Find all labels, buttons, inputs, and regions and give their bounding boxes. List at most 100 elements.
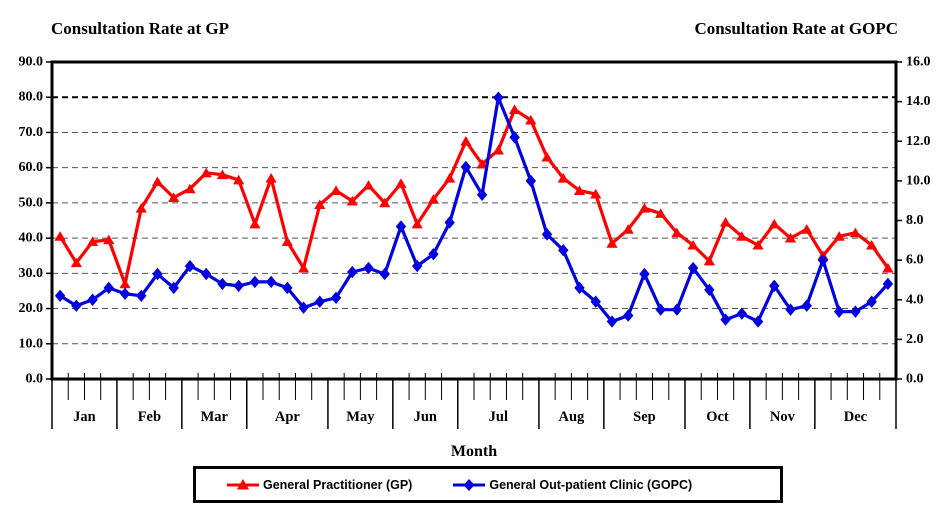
triangle-marker [525,114,537,125]
left-axis-tick-label: 10.0 [19,336,44,351]
diamond-marker [184,259,196,273]
triangle-marker [427,194,440,204]
left-axis-tick-label: 20.0 [19,301,44,316]
triangle-marker [460,136,472,146]
triangle-marker [752,239,764,250]
triangle-marker [86,236,99,247]
diamond-marker [152,267,163,281]
diamond-marker [704,283,715,297]
month-label-feb: Feb [138,409,161,425]
legend-item-gp: General Practitioner (GP) [226,478,412,492]
triangle-marker [135,202,147,213]
diamond-marker [801,299,812,312]
gp-line [58,107,890,286]
diamond-marker [655,303,666,316]
diamond-marker [833,305,845,318]
right-axis-tick-label: 14.0 [906,94,931,109]
legend-label-gopc: General Out-patient Clinic (GOPC) [489,477,693,492]
diamond-marker [476,188,488,201]
right-axis-tick-label: 2.0 [906,332,924,347]
left-axis-tick-label: 40.0 [19,231,44,246]
left-axis-tick-label: 90.0 [19,55,44,70]
right-axis-tick-label: 8.0 [906,213,924,228]
triangle-marker [395,178,407,188]
diamond-marker [882,277,894,291]
right-axis-tick-label: 4.0 [906,292,924,307]
diamond-marker [574,281,585,295]
month-label-sep: Sep [633,409,656,425]
triangle-marker [638,202,651,213]
right-axis-tick-label: 16.0 [906,55,931,70]
triangle-marker [184,183,196,194]
diamond-marker [168,281,179,295]
triangle-marker [476,158,488,169]
triangle-marker [801,224,813,234]
left-axis-tick-label: 0.0 [26,372,44,387]
diamond-marker [590,295,601,308]
triangle-marker [330,185,342,195]
diamond-marker [752,315,764,328]
diamond-marker [541,228,553,241]
triangle-marker [151,176,164,187]
diamond-marker [525,174,537,188]
left-axis-tick-label: 70.0 [19,125,44,140]
legend-label-gp: General Practitioner (GP) [263,477,413,492]
diamond-marker [509,131,520,144]
left-axis-tick-label: 50.0 [19,195,44,210]
diamond-marker [87,293,98,306]
triangle-marker [265,173,277,183]
diamond-marker [54,289,66,302]
month-label-jun: Jun [414,409,437,425]
month-label-dec: Dec [844,409,868,425]
diamond-marker [817,253,829,267]
diamond-marker [493,91,504,104]
diamond-marker [347,265,358,279]
triangle-marker [70,257,82,268]
diamond-marker [363,261,374,275]
diamond-marker [720,313,731,326]
gp-line-marker-icon [227,478,259,489]
triangle-marker [866,239,878,250]
diamond-marker [217,277,228,291]
triangle-marker [606,238,618,248]
triangle-marker [849,227,862,238]
triangle-marker [573,185,586,195]
triangle-marker [719,217,732,227]
diamond-marker [282,281,293,295]
diamond-marker [671,303,683,316]
diamond-marker [558,244,569,257]
triangle-marker [297,262,310,273]
triangle-marker [168,192,180,203]
triangle-marker [671,227,683,238]
diamond-marker [428,247,439,261]
diamond-marker [136,289,147,302]
right-axis-tick-label: 6.0 [906,253,924,268]
month-label-oct: Oct [706,409,729,425]
diamond-marker [622,309,634,322]
triangle-marker [655,208,667,218]
diamond-marker [103,281,115,295]
gopc-line-marker-icon [453,478,486,491]
month-label-may: May [346,409,375,425]
right-axis-title: Consultation Rate at GOPC [694,19,898,38]
triangle-marker [784,232,797,243]
legend: General Practitioner (GP) General Out-pa… [193,466,783,503]
diamond-marker [687,261,699,275]
diamond-marker [395,220,407,233]
diamond-marker [639,267,650,281]
month-label-nov: Nov [770,409,796,425]
month-label-aug: Aug [558,409,585,425]
triangle-marker [119,278,131,289]
triangle-marker [249,218,261,229]
triangle-marker [314,199,326,210]
triangle-marker [492,144,504,155]
right-axis-tick-label: 0.0 [906,372,924,387]
plot-area: 0.0 10.0 20.0 30.0 40.0 50.0 60.0 70.0 80.0 90.0 0… [19,55,931,429]
triangle-marker [54,231,66,241]
diamond-marker [866,295,877,308]
triangle-marker [508,104,521,114]
diamond-marker [785,303,796,316]
triangle-marker [882,262,894,273]
triangle-marker [768,218,780,229]
triangle-marker [362,180,375,190]
